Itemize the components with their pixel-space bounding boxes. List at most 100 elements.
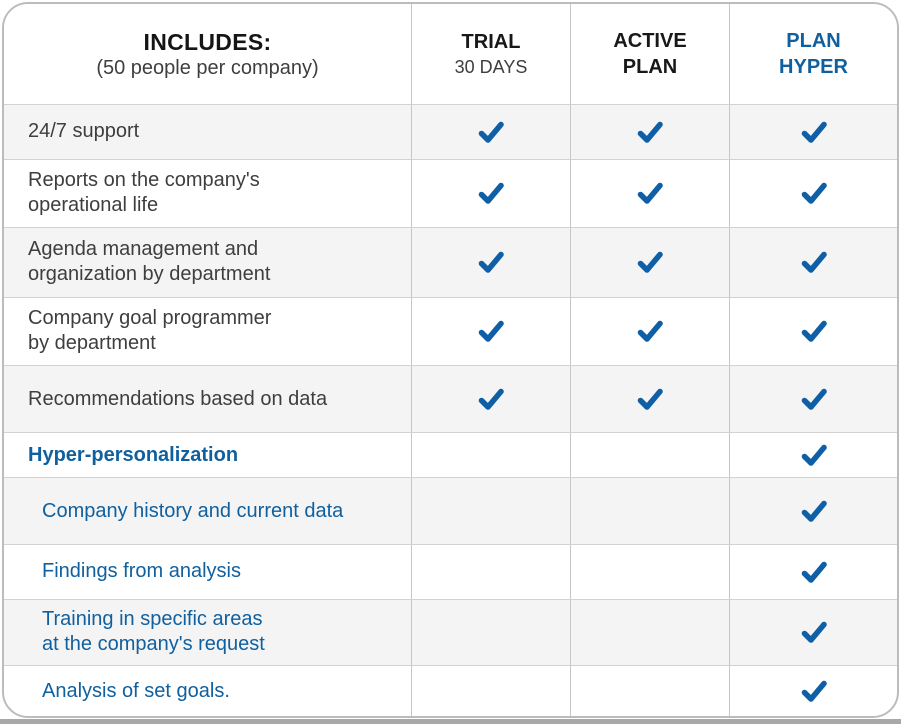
check-icon: [637, 252, 663, 274]
table-row: Training in specific areas at the company…: [4, 598, 897, 666]
check-icon: [801, 252, 827, 274]
check-icon: [637, 321, 663, 343]
check-cell-hyper: [730, 478, 897, 543]
check-icon: [801, 622, 827, 644]
feature-label: Company goal programmer by department: [4, 297, 412, 366]
table-row: Analysis of set goals.: [4, 665, 897, 716]
feature-label-line: operational life: [28, 194, 159, 217]
feature-label-line: Hyper-personalization: [28, 443, 239, 466]
bottom-section-edge: [0, 719, 901, 724]
check-cell-trial: [412, 544, 571, 599]
check-icon: [478, 252, 504, 274]
feature-rows: 24/7 support Reports on the company's oper…: [4, 104, 897, 716]
feature-label-line: organization by department: [28, 263, 271, 286]
check-icon: [478, 321, 504, 343]
feature-label: 24/7 support: [4, 105, 412, 159]
table-header-row: INCLUDES: (50 people per company) TRIAL …: [4, 4, 897, 104]
check-icon: [478, 183, 504, 205]
feature-label: Hyper-personalization: [4, 433, 412, 478]
check-icon: [801, 121, 827, 143]
check-cell-trial: [412, 433, 571, 478]
check-cell-active: [571, 544, 730, 599]
check-icon: [478, 388, 504, 411]
check-cell-hyper: [730, 545, 897, 599]
plan-hyper-title-line1: PLAN: [786, 30, 841, 52]
feature-label-line: at the company's request: [42, 633, 265, 656]
feature-label: Findings from analysis: [4, 544, 412, 599]
table-row: Company goal programmer by department: [4, 296, 897, 366]
check-cell-hyper: [730, 160, 897, 227]
plan-active-title-line1: ACTIVE: [613, 30, 687, 52]
check-icon: [801, 321, 827, 343]
check-cell-trial: [412, 228, 571, 297]
check-cell-active: [571, 599, 730, 666]
check-icon: [801, 445, 827, 467]
table-row: Reports on the company's operational life: [4, 158, 897, 228]
header-plan-trial: TRIAL 30 DAYS: [412, 4, 571, 104]
includes-subtitle: (50 people per company): [96, 56, 319, 79]
feature-label: Company history and current data: [4, 478, 412, 544]
plan-active-title-line2: PLAN: [622, 56, 678, 78]
check-cell-hyper: [730, 433, 897, 477]
check-cell-hyper: [730, 105, 897, 159]
check-icon: [801, 183, 827, 205]
feature-label-line: Company goal programmer: [28, 307, 272, 330]
feature-label-line: Agenda management and: [28, 238, 259, 261]
check-cell-active: [571, 297, 730, 366]
table-row: 24/7 support: [4, 104, 897, 159]
feature-label-line: Analysis of set goals.: [42, 679, 230, 702]
check-cell-trial: [412, 297, 571, 366]
feature-label-line: Company history and current data: [42, 499, 344, 522]
table-row: Findings from analysis: [4, 543, 897, 599]
feature-label-line: Reports on the company's: [28, 169, 260, 192]
check-icon: [801, 561, 827, 583]
feature-label-line: Training in specific areas: [42, 608, 263, 631]
check-cell-hyper: [730, 298, 897, 365]
plan-hyper-title-line2: HYPER: [779, 56, 848, 78]
check-cell-active: [571, 159, 730, 228]
feature-label: Recommendations based on data: [4, 366, 412, 433]
feature-label-line: 24/7 support: [28, 120, 140, 143]
check-icon: [801, 680, 827, 702]
table-row: Recommendations based on data: [4, 365, 897, 433]
check-icon: [801, 388, 827, 411]
header-plan-active: ACTIVE PLAN: [571, 4, 730, 104]
check-cell-hyper: [730, 666, 897, 716]
table-row: Agenda management and organization by dep…: [4, 227, 897, 297]
plan-trial-subtitle: 30 DAYS: [454, 57, 528, 77]
check-cell-trial: [412, 666, 571, 716]
feature-label-line: Recommendations based on data: [28, 387, 328, 410]
feature-label: Agenda management and organization by dep…: [4, 228, 412, 297]
check-cell-trial: [412, 159, 571, 228]
check-cell-trial: [412, 599, 571, 666]
check-cell-hyper: [730, 228, 897, 296]
check-cell-active: [571, 366, 730, 433]
feature-label-line: Findings from analysis: [42, 560, 241, 583]
check-icon: [637, 388, 663, 411]
check-cell-hyper: [730, 366, 897, 432]
check-cell-active: [571, 666, 730, 716]
includes-title: INCLUDES:: [143, 28, 272, 55]
header-includes: INCLUDES: (50 people per company): [4, 4, 412, 104]
check-cell-hyper: [730, 600, 897, 665]
plan-trial-title: TRIAL: [461, 31, 521, 53]
feature-label: Training in specific areas at the company…: [4, 599, 412, 666]
check-cell-trial: [412, 478, 571, 544]
header-plan-hyper: PLAN HYPER: [730, 4, 897, 104]
table-row: Hyper-personalization: [4, 432, 897, 478]
check-icon: [801, 500, 827, 523]
feature-label-line: by department: [28, 332, 156, 355]
check-icon: [637, 183, 663, 205]
check-cell-trial: [412, 105, 571, 159]
table-row: Company history and current data: [4, 477, 897, 544]
check-cell-active: [571, 105, 730, 159]
check-cell-trial: [412, 366, 571, 433]
check-cell-active: [571, 228, 730, 297]
feature-label: Analysis of set goals.: [4, 666, 412, 716]
check-cell-active: [571, 478, 730, 544]
feature-label: Reports on the company's operational life: [4, 159, 412, 228]
check-icon: [637, 121, 663, 143]
check-cell-active: [571, 433, 730, 478]
check-icon: [478, 121, 504, 143]
